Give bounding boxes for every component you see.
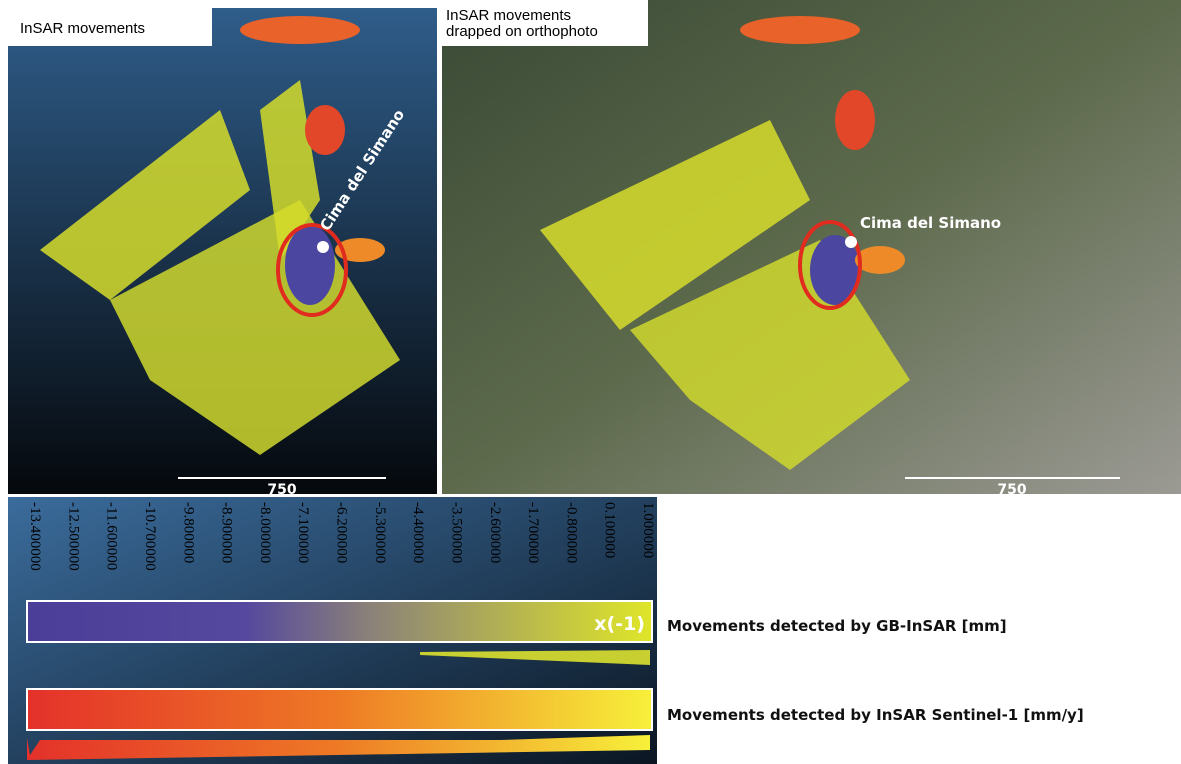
colorbar-tick: -4.400000 (410, 502, 426, 563)
colorbar-tick: -7.100000 (295, 502, 311, 563)
summit-marker (317, 241, 329, 253)
colorbar-tick: 1.000000 (640, 502, 656, 558)
colorbar-tick: -3.500000 (448, 502, 464, 563)
legend-label: Movements detected by GB-InSAR [mm] (667, 617, 1007, 635)
colorbar-tick: 0.100000 (602, 502, 618, 558)
factor-label: x(-1) (594, 613, 645, 635)
legend-label: Movements detected by InSAR Sentinel-1 [… (667, 706, 1084, 724)
colorbar-s1 (27, 689, 652, 730)
colorbar-tick: -12.500000 (65, 502, 81, 571)
colorbar-tick: -5.300000 (372, 502, 388, 563)
panel-label: InSAR movements (20, 20, 145, 37)
colorbar-tick: -11.600000 (104, 502, 120, 570)
place-name: Cima del Simano (860, 214, 1001, 232)
summit-marker (845, 236, 857, 248)
colorbar-tick: -1.700000 (525, 502, 541, 563)
colorbar-tick: -10.700000 (142, 502, 158, 571)
colorbar-tick: -0.800000 (563, 502, 579, 563)
colorbar-tick: -6.200000 (334, 502, 350, 563)
colorbar-gb (27, 601, 652, 642)
scale-label: 750 (267, 482, 296, 498)
figure: InSAR movements Cima del Simano 750 InSA… (0, 0, 1181, 764)
colorbar-tick: -8.000000 (257, 502, 273, 563)
colorbar-tick: -9.800000 (180, 502, 196, 563)
colorbar-tick: -13.400000 (27, 502, 43, 571)
colorbar-tick: -8.900000 (219, 502, 235, 563)
scale-label: 750 (997, 482, 1026, 498)
colorbar-tick: -2.600000 (487, 502, 503, 563)
